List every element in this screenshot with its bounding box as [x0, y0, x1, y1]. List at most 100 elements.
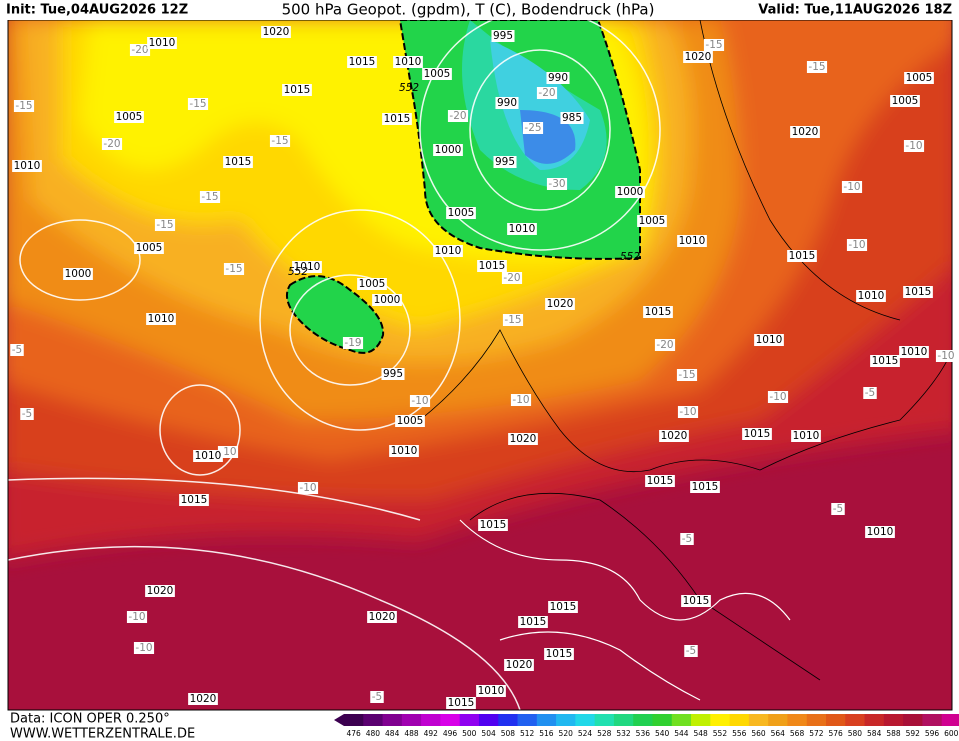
temperature-label-box	[223, 263, 245, 275]
isobar-label: 995	[495, 156, 515, 168]
isobar-label-box	[493, 156, 517, 168]
colorbar-swatch	[633, 714, 653, 726]
colorbar-swatch	[594, 714, 615, 726]
contour-label: 552	[620, 251, 640, 263]
isobar-label-box	[681, 595, 711, 607]
temperature-label-box	[863, 387, 877, 399]
temperature-label-box	[269, 135, 291, 147]
isobar-label-box	[904, 72, 934, 84]
isobar-label-box	[446, 697, 476, 709]
colorbar-label: 592	[906, 729, 921, 738]
colorbar-swatch	[787, 714, 808, 726]
colorbar-swatch	[517, 714, 538, 726]
isobar-label: 1020	[547, 298, 574, 310]
temperature-label-box	[297, 482, 319, 494]
temperature-label: -20	[656, 339, 673, 351]
colorbar-label: 476	[346, 729, 361, 738]
temperature-label: -10	[219, 446, 236, 458]
colorbar-label: 524	[578, 729, 593, 738]
colorbar-label: 580	[848, 729, 863, 738]
temperature-label: -19	[344, 337, 361, 349]
temperature-label-box	[831, 503, 845, 515]
colorbar-swatch	[652, 714, 673, 726]
colorbar-swatch	[440, 714, 461, 726]
isobar-label: 1010	[14, 160, 41, 172]
colorbar-swatch	[691, 714, 711, 726]
isobar-label: 1010	[294, 261, 321, 273]
isobar-label-box	[193, 450, 223, 462]
header-band	[0, 0, 959, 20]
isobar-label: 995	[493, 30, 513, 42]
colorbar-label: 544	[674, 729, 689, 738]
isobar-label-box	[357, 278, 387, 290]
temperature-label: -10	[905, 140, 922, 152]
temperature-label: -10	[411, 395, 428, 407]
colorbar-label: 492	[424, 729, 439, 738]
colorbar-label: 480	[366, 729, 381, 738]
temperature-label: -5	[686, 645, 696, 657]
temperature-label-box	[101, 138, 123, 150]
isobar-label: 1010	[148, 313, 175, 325]
isobar-label: 1015	[480, 519, 507, 531]
temperature-label: -15	[808, 61, 825, 73]
colorbar-label: 488	[404, 729, 419, 738]
colorbar-swatch	[382, 714, 403, 726]
isobar-label-box	[146, 313, 176, 325]
valid-time: Valid: Tue,11AUG2026 18Z	[758, 3, 952, 18]
isobar-label-box	[114, 111, 144, 123]
isobar-label-box	[560, 112, 584, 124]
colorbar-swatch	[363, 714, 384, 726]
isobar-label-box	[446, 207, 476, 219]
isobar-label-box	[899, 346, 929, 358]
isobar-label-box	[690, 481, 720, 493]
colorbar-swatch	[903, 714, 923, 726]
isobar-label: 1005	[397, 415, 424, 427]
isobar-label: 1020	[685, 51, 712, 63]
temperature-label: -15	[225, 263, 242, 275]
colorbar-label: 496	[443, 729, 458, 738]
contour-label: 552	[399, 82, 419, 94]
temperature-label-box	[510, 394, 532, 406]
isobar-label: 1010	[149, 37, 176, 49]
isobar-label: 1015	[683, 595, 710, 607]
temperature-label: -15	[504, 314, 521, 326]
temperature-label-box	[342, 337, 364, 349]
isobar-label: 1020	[510, 433, 537, 445]
colorbar-label: 556	[732, 729, 747, 738]
isobar-label: 1010	[509, 223, 536, 235]
isobar-label: 1010	[793, 430, 820, 442]
contour-label: 552	[288, 266, 308, 278]
isobar-label-box	[546, 72, 570, 84]
isobar-label-box	[381, 368, 405, 380]
isobar-label-box	[754, 334, 784, 346]
isobar-label-box	[787, 250, 817, 262]
colorbar-swatch	[883, 714, 904, 726]
isobar-label: 1010	[195, 450, 222, 462]
colorbar-swatch	[536, 714, 557, 726]
isobar-label-box	[504, 659, 534, 671]
temperature-label-box	[126, 611, 148, 623]
colorbar-label: 540	[655, 729, 670, 738]
isobar-label-box	[389, 445, 419, 457]
temperature-label-box	[502, 314, 524, 326]
temperature-label-box	[536, 87, 558, 99]
temperature-label: -20	[538, 87, 555, 99]
isobar-label: 1005	[892, 95, 919, 107]
isobar-label: 1015	[647, 475, 674, 487]
isobar-label-box	[659, 430, 689, 442]
map-labels: -20 -15 -15 -15 -15 -20 -20 -25 -20 -15 -30 -10 -15 -…	[10, 26, 957, 709]
isobar-label: 1015	[448, 697, 475, 709]
isobar-label-box	[292, 261, 322, 273]
colorbar-swatch	[459, 714, 480, 726]
colorbar-label: 504	[481, 729, 496, 738]
isobar-label: 1015	[181, 494, 208, 506]
isobar-label: 1005	[424, 68, 451, 80]
isobar-label-box	[903, 286, 933, 298]
isobar-label: 1015	[284, 84, 311, 96]
colorbar-label: 552	[713, 729, 728, 738]
colorbar-label: 536	[636, 729, 651, 738]
isobar-label-box	[865, 526, 895, 538]
data-source: Data: ICON OPER 0.250°	[10, 712, 170, 727]
temperature-label-box	[903, 140, 925, 152]
colorbar-label: 500	[462, 729, 477, 738]
